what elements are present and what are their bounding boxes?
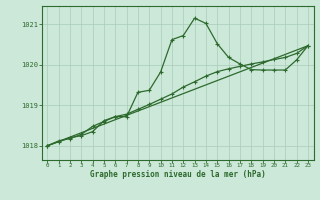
- X-axis label: Graphe pression niveau de la mer (hPa): Graphe pression niveau de la mer (hPa): [90, 170, 266, 179]
